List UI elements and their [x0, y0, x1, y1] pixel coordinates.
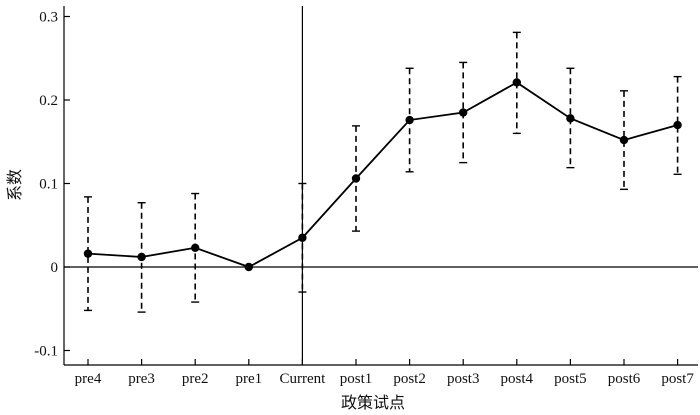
- x-tick-label: post2: [393, 371, 426, 387]
- y-axis-title: 系数: [5, 169, 24, 201]
- data-point-post5: [566, 114, 575, 123]
- y-tick-label: 0.1: [39, 177, 58, 193]
- data-point-post1: [351, 174, 361, 183]
- error-bars: [84, 31, 682, 313]
- x-tick-label: post4: [501, 371, 534, 387]
- x-tick-label: pre3: [128, 371, 155, 387]
- x-ticks: pre4 pre3 pre2 pre1 Current post1 post2 post3 po…: [75, 359, 694, 387]
- data-point-post6: [619, 135, 629, 145]
- y-ticks: -0.1 0 0.1 0.2 0.3: [34, 10, 70, 360]
- data-point-pre3: [137, 252, 146, 262]
- y-tick-label: -0.1: [34, 344, 58, 360]
- y-tick-label: 0.3: [39, 10, 58, 26]
- series-polyline: [87, 81, 678, 268]
- x-tick-label: post5: [554, 371, 587, 387]
- x-tick-label: post3: [447, 371, 480, 387]
- y-tick-label: 0: [51, 260, 59, 276]
- data-point-pre2: [191, 243, 200, 252]
- x-tick-label: post1: [340, 371, 373, 387]
- data-points: [83, 78, 682, 272]
- data-point-post2: [405, 115, 414, 125]
- data-point-post7: [673, 120, 682, 130]
- data-point-pre4: [83, 249, 93, 258]
- data-point-post4: [512, 78, 521, 87]
- x-tick-label: post6: [608, 371, 641, 387]
- axes: [63, 6, 698, 366]
- x-tick-label: pre4: [75, 371, 102, 387]
- x-tick-label: post7: [661, 371, 694, 387]
- data-point-pre1: [244, 262, 253, 272]
- x-axis-title: 政策试点: [341, 393, 405, 412]
- y-tick-label: 0.2: [39, 93, 58, 109]
- x-tick-label: pre1: [235, 371, 262, 387]
- x-tick-label: pre2: [182, 371, 209, 387]
- series-line: [87, 81, 678, 268]
- data-point-post3: [459, 108, 468, 117]
- data-point-Current: [298, 233, 307, 242]
- x-tick-label: Current: [279, 371, 326, 387]
